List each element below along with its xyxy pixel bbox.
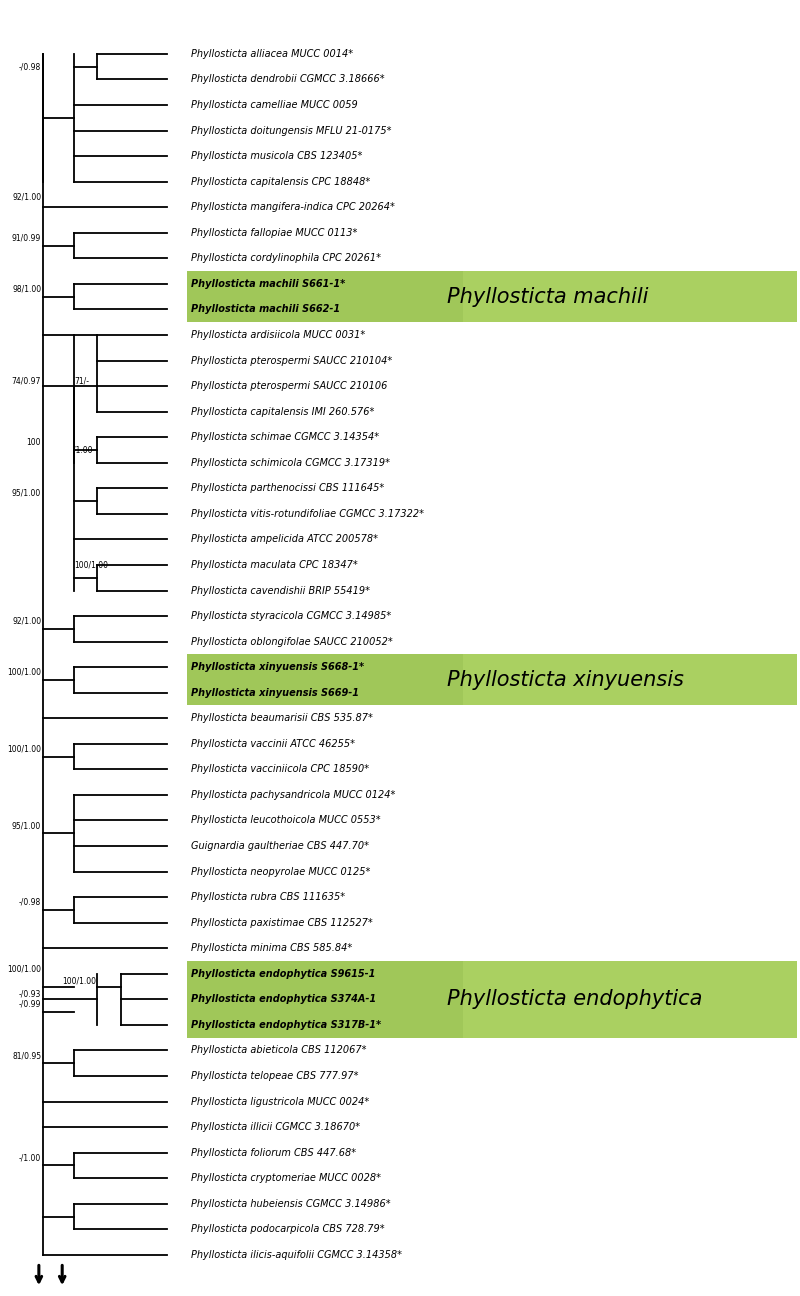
Text: Phyllosticta musicola CBS 123405*: Phyllosticta musicola CBS 123405* <box>190 152 362 161</box>
Text: Phyllosticta cavendishii BRIP 55419*: Phyllosticta cavendishii BRIP 55419* <box>190 586 370 595</box>
Text: Phyllosticta capitalensis CPC 18848*: Phyllosticta capitalensis CPC 18848* <box>190 176 370 187</box>
Bar <box>186 271 798 323</box>
Text: Phyllosticta ardisiicola MUCC 0031*: Phyllosticta ardisiicola MUCC 0031* <box>190 330 365 340</box>
Text: Phyllosticta abieticola CBS 112067*: Phyllosticta abieticola CBS 112067* <box>190 1046 366 1055</box>
Text: Phyllosticta ampelicida ATCC 200578*: Phyllosticta ampelicida ATCC 200578* <box>190 534 378 544</box>
Text: 100/1.00: 100/1.00 <box>7 667 41 677</box>
Text: Phyllosticta neopyrolae MUCC 0125*: Phyllosticta neopyrolae MUCC 0125* <box>190 867 370 876</box>
Text: Phyllosticta ilicis-aquifolii CGMCC 3.14358*: Phyllosticta ilicis-aquifolii CGMCC 3.14… <box>190 1249 402 1260</box>
Text: Phyllosticta alliacea MUCC 0014*: Phyllosticta alliacea MUCC 0014* <box>190 49 353 58</box>
Text: Phyllosticta machili S661-1*: Phyllosticta machili S661-1* <box>190 279 345 289</box>
Text: Phyllosticta xinyuensis: Phyllosticta xinyuensis <box>447 670 684 689</box>
Text: 92/1.00: 92/1.00 <box>12 617 41 626</box>
Text: Phyllosticta vaccinii ATCC 46255*: Phyllosticta vaccinii ATCC 46255* <box>190 739 354 749</box>
Text: Guignardia gaultheriae CBS 447.70*: Guignardia gaultheriae CBS 447.70* <box>190 841 369 851</box>
Text: 71/-: 71/- <box>74 376 90 385</box>
Text: Phyllosticta foliorum CBS 447.68*: Phyllosticta foliorum CBS 447.68* <box>190 1148 356 1157</box>
Text: 95/1.00: 95/1.00 <box>12 822 41 831</box>
Text: Phyllosticta cryptomeriae MUCC 0028*: Phyllosticta cryptomeriae MUCC 0028* <box>190 1173 381 1183</box>
Text: Phyllosticta illicii CGMCC 3.18670*: Phyllosticta illicii CGMCC 3.18670* <box>190 1122 360 1133</box>
Text: -/0.98: -/0.98 <box>19 62 41 71</box>
Text: Phyllosticta parthenocissi CBS 111645*: Phyllosticta parthenocissi CBS 111645* <box>190 483 384 494</box>
Bar <box>462 654 800 705</box>
Text: 100/1.00: 100/1.00 <box>74 560 109 569</box>
Text: 95/1.00: 95/1.00 <box>12 489 41 498</box>
Text: Phyllosticta oblongifolae SAUCC 210052*: Phyllosticta oblongifolae SAUCC 210052* <box>190 636 392 647</box>
Text: Phyllosticta endophytica S374A-1: Phyllosticta endophytica S374A-1 <box>190 994 376 1004</box>
Bar <box>186 962 798 1038</box>
Text: 100/1.00: 100/1.00 <box>7 744 41 753</box>
Text: Phyllosticta beaumarisii CBS 535.87*: Phyllosticta beaumarisii CBS 535.87* <box>190 713 373 723</box>
Text: Phyllosticta endophytica S9615-1: Phyllosticta endophytica S9615-1 <box>190 969 375 978</box>
Text: Phyllosticta schimae CGMCC 3.14354*: Phyllosticta schimae CGMCC 3.14354* <box>190 432 378 442</box>
Text: Phyllosticta mangifera-indica CPC 20264*: Phyllosticta mangifera-indica CPC 20264* <box>190 202 394 213</box>
Text: Phyllosticta vitis-rotundifoliae CGMCC 3.17322*: Phyllosticta vitis-rotundifoliae CGMCC 3… <box>190 509 423 518</box>
Text: Phyllosticta paxistimae CBS 112527*: Phyllosticta paxistimae CBS 112527* <box>190 918 372 928</box>
Text: Phyllosticta endophytica: Phyllosticta endophytica <box>447 989 702 1010</box>
Text: Phyllosticta fallopiae MUCC 0113*: Phyllosticta fallopiae MUCC 0113* <box>190 228 357 237</box>
Text: 100/1.00: 100/1.00 <box>62 977 97 986</box>
Text: Phyllosticta pterospermi SAUCC 210106: Phyllosticta pterospermi SAUCC 210106 <box>190 381 387 391</box>
Text: Phyllosticta camelliae MUCC 0059: Phyllosticta camelliae MUCC 0059 <box>190 100 358 110</box>
Text: Phyllosticta hubeiensis CGMCC 3.14986*: Phyllosticta hubeiensis CGMCC 3.14986* <box>190 1199 390 1209</box>
Text: 81/0.95: 81/0.95 <box>12 1051 41 1060</box>
Text: /1.00: /1.00 <box>73 446 93 455</box>
Bar <box>462 271 800 323</box>
Text: Phyllosticta telopeae CBS 777.97*: Phyllosticta telopeae CBS 777.97* <box>190 1070 358 1081</box>
Text: -/0.99: -/0.99 <box>19 1001 41 1010</box>
Text: Phyllosticta maculata CPC 18347*: Phyllosticta maculata CPC 18347* <box>190 560 358 570</box>
Text: Phyllosticta xinyuensis S668-1*: Phyllosticta xinyuensis S668-1* <box>190 662 364 673</box>
Text: Phyllosticta pachysandricola MUCC 0124*: Phyllosticta pachysandricola MUCC 0124* <box>190 791 395 800</box>
Text: Phyllosticta doitungensis MFLU 21-0175*: Phyllosticta doitungensis MFLU 21-0175* <box>190 126 391 136</box>
Text: Phyllosticta minima CBS 585.84*: Phyllosticta minima CBS 585.84* <box>190 943 352 954</box>
Text: Phyllosticta machili: Phyllosticta machili <box>447 286 649 307</box>
Text: Phyllosticta rubra CBS 111635*: Phyllosticta rubra CBS 111635* <box>190 892 345 902</box>
Text: -/1.00: -/1.00 <box>19 1153 41 1163</box>
Text: 92/1.00: 92/1.00 <box>12 193 41 201</box>
Text: Phyllosticta vacciniicola CPC 18590*: Phyllosticta vacciniicola CPC 18590* <box>190 765 369 775</box>
Text: Phyllosticta xinyuensis S669-1: Phyllosticta xinyuensis S669-1 <box>190 688 358 697</box>
Text: Phyllosticta podocarpicola CBS 728.79*: Phyllosticta podocarpicola CBS 728.79* <box>190 1225 384 1234</box>
Text: Phyllosticta schimicola CGMCC 3.17319*: Phyllosticta schimicola CGMCC 3.17319* <box>190 457 390 468</box>
Text: -/0.93: -/0.93 <box>19 990 41 999</box>
Text: Phyllosticta capitalensis IMI 260.576*: Phyllosticta capitalensis IMI 260.576* <box>190 407 374 416</box>
Text: -/0.98: -/0.98 <box>19 898 41 907</box>
Text: Phyllosticta styracicola CGMCC 3.14985*: Phyllosticta styracicola CGMCC 3.14985* <box>190 610 390 621</box>
Text: Phyllosticta dendrobii CGMCC 3.18666*: Phyllosticta dendrobii CGMCC 3.18666* <box>190 74 384 84</box>
Text: Phyllosticta leucothoicola MUCC 0553*: Phyllosticta leucothoicola MUCC 0553* <box>190 815 380 826</box>
Text: 74/0.97: 74/0.97 <box>12 376 41 385</box>
Text: 91/0.99: 91/0.99 <box>12 233 41 242</box>
Bar <box>462 962 800 1038</box>
Text: Phyllosticta cordylinophila CPC 20261*: Phyllosticta cordylinophila CPC 20261* <box>190 253 381 263</box>
Text: 100/1.00: 100/1.00 <box>7 964 41 973</box>
Text: Phyllosticta machili S662-1: Phyllosticta machili S662-1 <box>190 305 340 315</box>
Text: Phyllosticta ligustricola MUCC 0024*: Phyllosticta ligustricola MUCC 0024* <box>190 1096 369 1107</box>
Bar <box>186 654 798 705</box>
Text: Phyllosticta pterospermi SAUCC 210104*: Phyllosticta pterospermi SAUCC 210104* <box>190 355 392 365</box>
Text: 100: 100 <box>26 438 41 447</box>
Text: Phyllosticta endophytica S317B-1*: Phyllosticta endophytica S317B-1* <box>190 1020 381 1030</box>
Text: 98/1.00: 98/1.00 <box>12 285 41 293</box>
